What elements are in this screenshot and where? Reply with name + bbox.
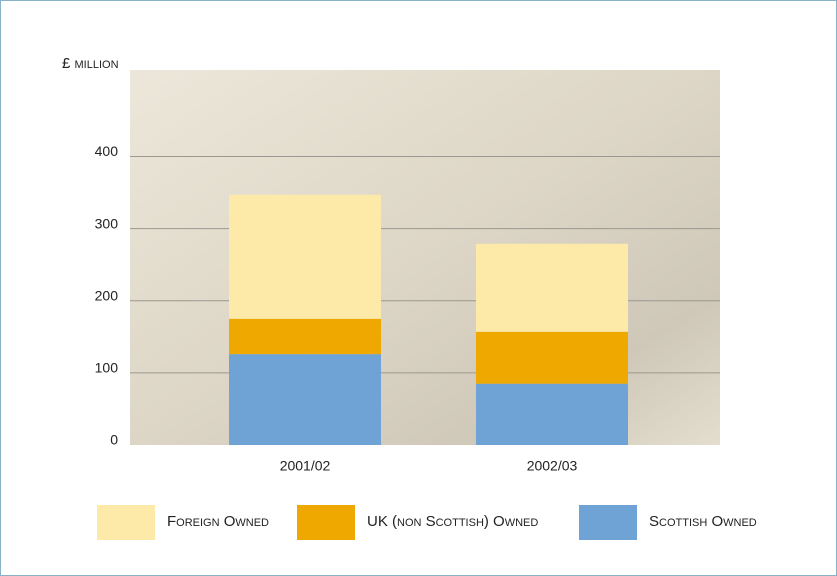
plot-background (130, 70, 720, 445)
bar-segment (476, 331, 628, 384)
y-tick-label: 400 (95, 143, 119, 159)
legend-label: Foreign Owned (167, 513, 269, 530)
bar-segment (229, 354, 381, 445)
legend-swatch (297, 505, 355, 540)
x-tick-label: 2002/03 (527, 458, 578, 474)
bar-segment (229, 318, 381, 355)
legend-swatch (97, 505, 155, 540)
y-tick-label: 200 (95, 287, 119, 303)
y-axis-label: £ million (62, 55, 119, 72)
legend-swatch (579, 505, 637, 540)
bar-segment (476, 243, 628, 332)
y-tick-label: 300 (95, 215, 119, 231)
y-tick-label: 100 (95, 360, 119, 376)
x-tick-label: 2001/02 (280, 458, 331, 474)
legend-label: Scottish Owned (649, 513, 757, 530)
bar-segment (229, 194, 381, 319)
y-tick-label: 0 (110, 432, 118, 448)
bar-segment (476, 383, 628, 445)
legend-label: UK (non Scottish) Owned (367, 513, 538, 530)
